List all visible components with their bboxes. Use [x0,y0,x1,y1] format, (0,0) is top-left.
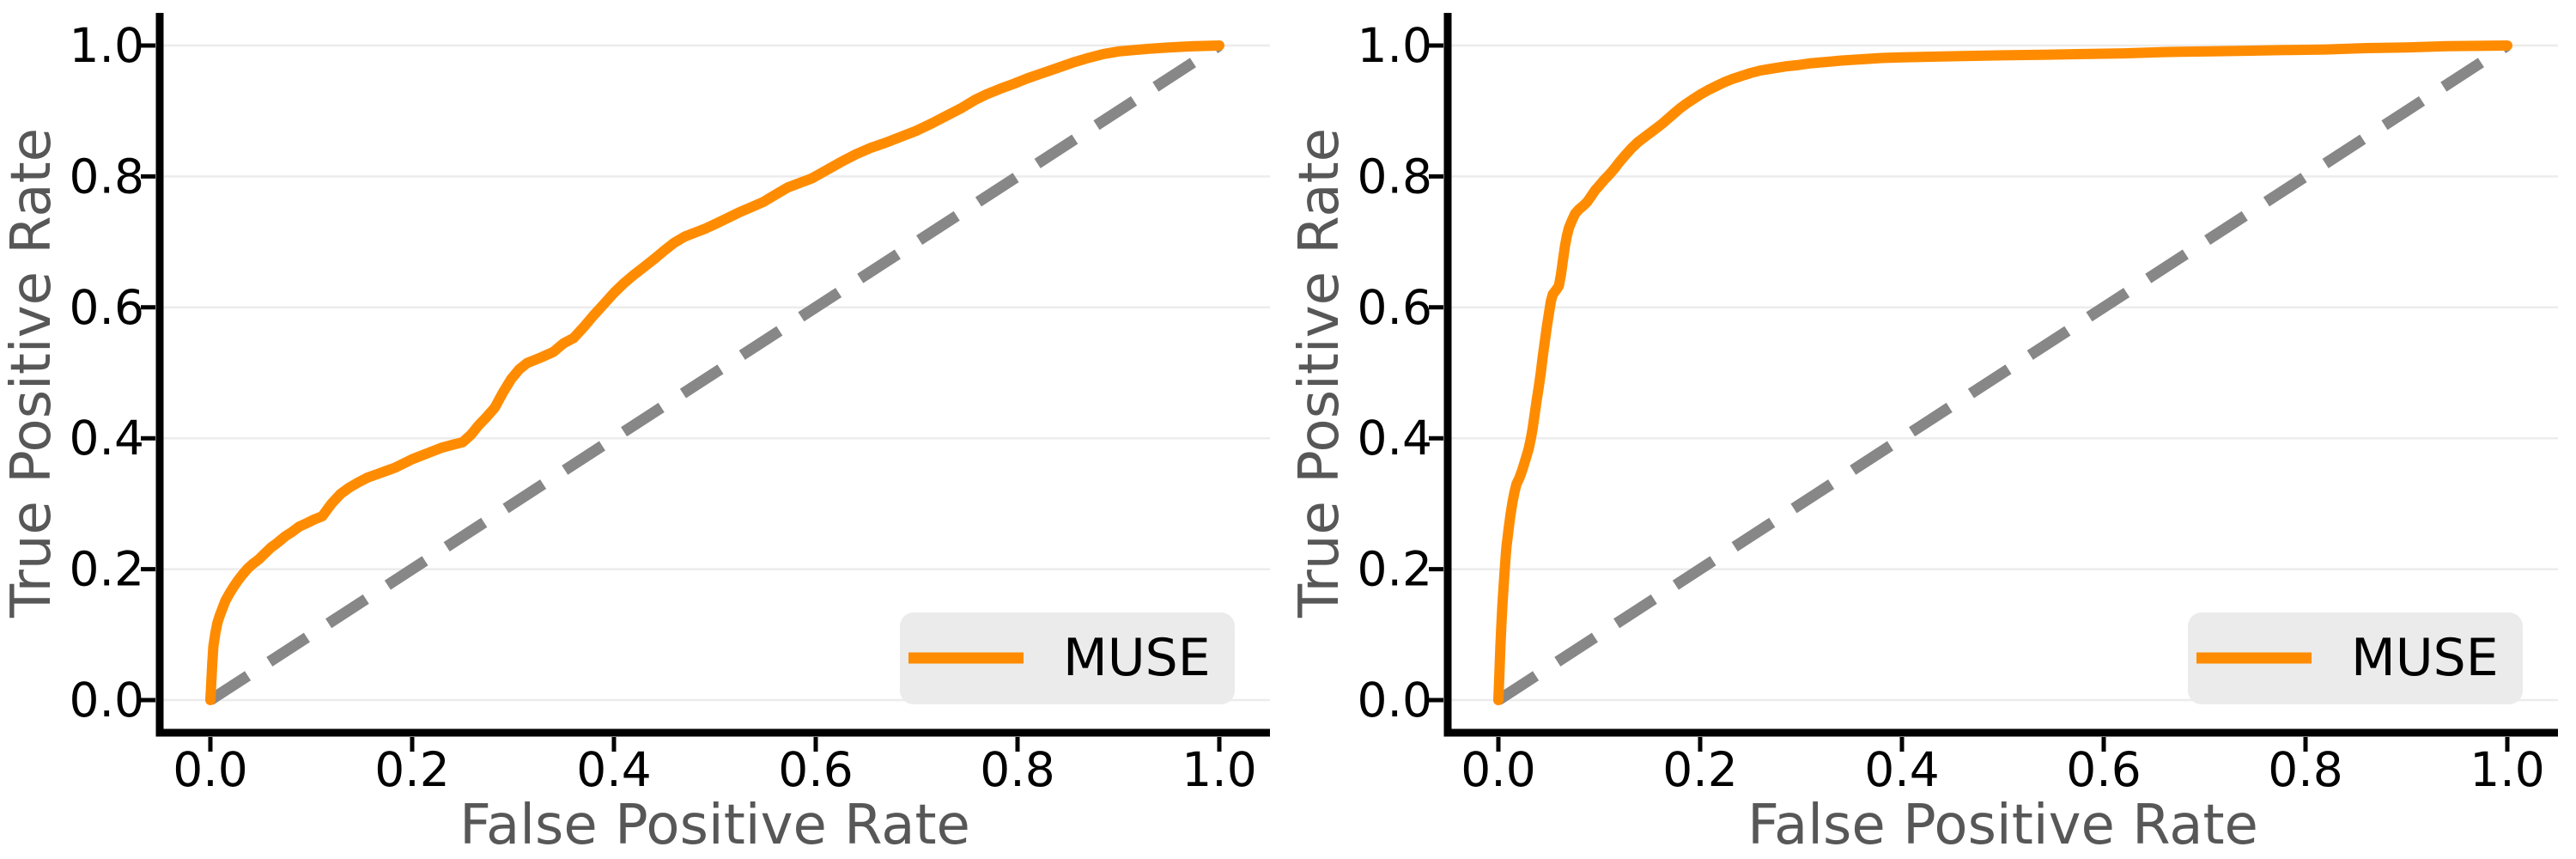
y-tick-label: 0.2 [1358,542,1432,597]
y-axis-label: True Positive Rate [1288,128,1352,618]
legend-box [2188,612,2523,704]
x-tick-label: 1.0 [2470,742,2544,797]
y-tick-label: 0.8 [70,149,144,204]
x-tick-label: 0.0 [1461,742,1535,797]
x-tick-label: 0.4 [576,742,651,797]
y-tick-label: 0.0 [70,673,144,728]
y-tick-label: 0.4 [1358,411,1432,466]
roc-panel-right: 0.0 0.2 0.4 0.6 0.8 1.0 0.0 0.2 0.4 0.6 0.8 1.0 Fals… [1288,0,2576,859]
x-tick-label: 0.2 [374,742,449,797]
legend-label: MUSE [1063,628,1211,688]
axes-spines [1443,13,2558,737]
x-tick-label: 0.2 [1662,742,1737,797]
right-roc-chart: 0.0 0.2 0.4 0.6 0.8 1.0 0.0 0.2 0.4 0.6 0.8 1.0 Fals… [1288,13,2558,857]
legend-label: MUSE [2351,628,2499,688]
roc-panel-left: 0.0 0.2 0.4 0.6 0.8 1.0 0.0 0.2 0.4 0.6 0.8 1.0 Fals… [0,13,1270,857]
y-tick-label: 0.2 [70,542,144,597]
x-tick-label: 0.8 [2268,742,2342,797]
y-tick-label: 1.0 [70,18,144,73]
x-tick-label: 0.4 [1864,742,1939,797]
x-axis-label: False Positive Rate [459,794,970,857]
y-tick-label: 0.6 [70,280,144,335]
x-tick-label: 0.6 [778,742,853,797]
x-tick-label: 0.8 [980,742,1054,797]
y-axis-label: True Positive Rate [0,128,64,618]
axes-spines [155,13,1270,737]
y-tick-label: 0.4 [70,411,144,466]
y-tick-label: 0.0 [1358,673,1432,728]
roc-curve [1493,40,2512,705]
roc-curve [205,40,1224,705]
x-axis-label: False Positive Rate [1747,794,2258,857]
y-tick-label: 0.8 [1358,149,1432,204]
y-tick-label: 0.6 [1358,280,1432,335]
chance-diagonal-line [1495,40,2511,705]
chance-diagonal-line [207,40,1223,705]
x-tick-label: 1.0 [1182,742,1256,797]
x-tick-label: 0.0 [173,742,247,797]
x-tick-label: 0.6 [2066,742,2141,797]
y-tick-label: 1.0 [1358,18,1432,73]
legend-box [900,612,1235,704]
left-roc-chart: 0.0 0.2 0.4 0.6 0.8 1.0 0.0 0.2 0.4 0.6 0.8 1.0 Fals… [0,13,1270,857]
